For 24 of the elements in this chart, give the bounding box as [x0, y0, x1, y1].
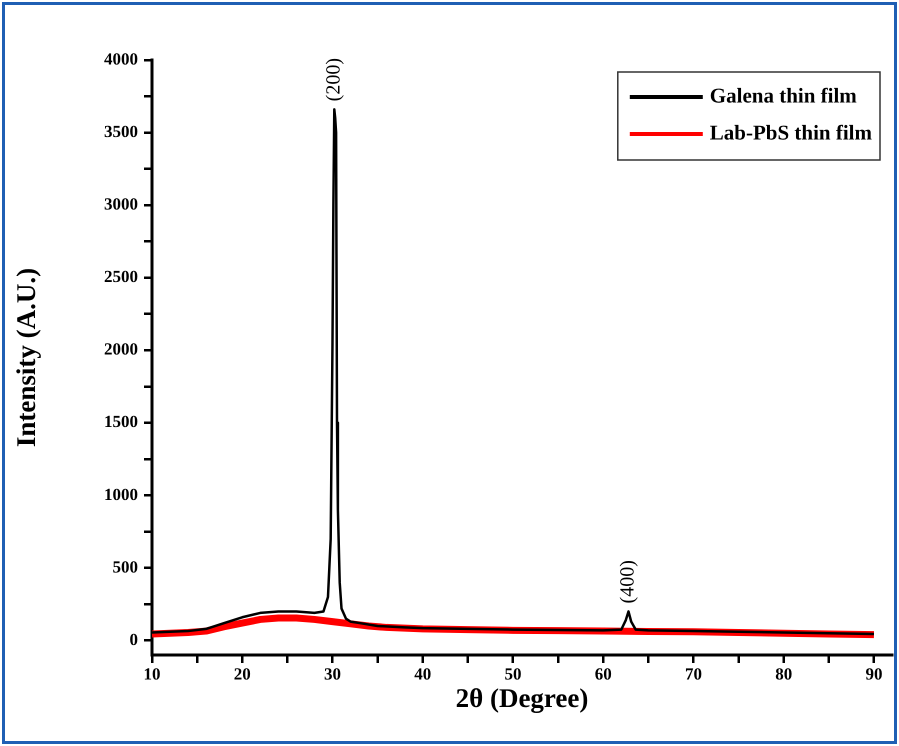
legend-label: Galena thin film: [710, 83, 858, 108]
x-tick-label: 40: [414, 664, 432, 684]
y-tick-label: 1500: [104, 412, 138, 432]
x-tick-label: 10: [144, 664, 160, 684]
x-tick-label: 80: [775, 664, 792, 684]
x-tick-label: 20: [234, 664, 251, 684]
y-axis-title: Intensity (A.U.): [11, 268, 42, 448]
y-tick-label: 1000: [104, 484, 138, 504]
legend-label: Lab-PbS thin film: [710, 120, 873, 144]
y-tick-label: 2500: [104, 267, 138, 286]
x-tick-label: 70: [684, 664, 702, 684]
y-tick-label: 0: [130, 630, 138, 649]
annotation: (400): [616, 560, 639, 604]
x-axis-title: 2θ (Degree): [456, 682, 588, 713]
x-tick-label: 90: [865, 664, 882, 684]
y-tick-label: 500: [112, 557, 138, 576]
y-tick-label: 4000: [104, 49, 138, 68]
annotation: (200): [322, 58, 345, 102]
x-tick-label: 60: [594, 664, 612, 684]
x-tick-label: 30: [324, 664, 341, 684]
x-tick-label: 50: [504, 664, 522, 684]
y-tick-label: 3000: [104, 194, 138, 214]
y-tick-label: 3500: [104, 122, 138, 141]
y-tick-label: 2000: [104, 340, 138, 359]
